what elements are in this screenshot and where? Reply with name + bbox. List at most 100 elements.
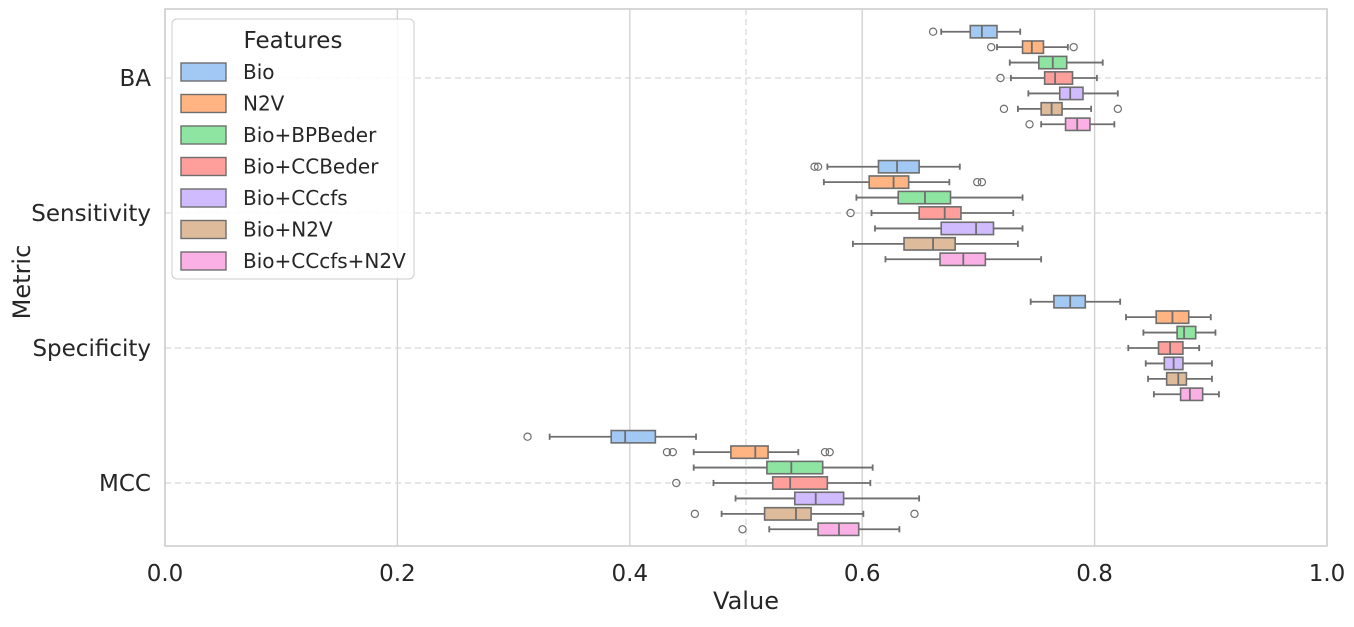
box-Bio-Sensitivity [810, 159, 961, 174]
outlier-point [738, 525, 747, 534]
legend-item: Bio+CCcfs+N2V [180, 249, 406, 273]
outlier-point [1025, 120, 1034, 129]
legend-label: Bio+CCcfs+N2V [243, 249, 406, 273]
box-body [877, 159, 920, 174]
outlier-point [928, 27, 938, 36]
legend: Features BioN2VBio+BPBederBio+CCBederBio… [171, 18, 415, 280]
box-N2V-Sensitivity [822, 175, 987, 190]
legend-swatch [180, 93, 227, 114]
outlier-point [820, 447, 830, 457]
legend-swatch [180, 62, 227, 82]
x-tick-label: 0.4 [612, 561, 649, 587]
box-N2V-BA [986, 40, 1078, 55]
box-Bio+CCcfs+N2V-Specificity [1152, 387, 1220, 402]
y-tick-label: Specificity [32, 336, 151, 362]
box-body [766, 460, 824, 475]
box-body [730, 445, 769, 460]
outlier-point [662, 447, 672, 457]
box-body [903, 236, 956, 251]
box-body [1021, 40, 1045, 55]
box-body [918, 206, 962, 220]
legend-swatch [180, 251, 227, 271]
box-Bio+BPBeder-MCC [692, 460, 874, 475]
outlier-point [523, 432, 532, 441]
legend-label: Bio+CCBeder [243, 155, 379, 179]
outlier-point [999, 104, 1009, 114]
box-Bio+CCBeder-Specificity [1127, 341, 1201, 355]
legend-item: Bio+CCBeder [180, 155, 379, 179]
legend-swatch [180, 156, 227, 177]
outlier-point [996, 73, 1005, 83]
legend-items: Bio N2V Bio+BPBeder Bio+CCBeder Bio+CCcfs Bio… [180, 60, 406, 273]
box-layer [523, 24, 1220, 537]
box-body [868, 175, 910, 190]
legend-swatch [180, 219, 227, 240]
box-Bio+BPBeder-Sensitivity [855, 190, 1024, 205]
box-Bio+CCcfs-BA [1027, 86, 1119, 101]
box-Bio+N2V-BA [999, 101, 1123, 116]
box-Bio+N2V-Specificity [1147, 371, 1213, 386]
outlier-point [1069, 42, 1078, 52]
outlier-point [846, 208, 855, 218]
legend-item: Bio+BPBeder [180, 123, 377, 147]
box-body [1043, 71, 1074, 85]
x-tick-label: 0.2 [379, 561, 416, 587]
legend-item: Bio+N2V [180, 218, 333, 242]
box-Bio+BPBeder-Specificity [1142, 325, 1217, 340]
legend-item: Bio [180, 60, 275, 84]
box-Bio+CCBeder-BA [996, 71, 1098, 85]
legend-item: N2V [180, 92, 285, 116]
legend-frame [171, 18, 415, 280]
outlier-point [973, 177, 982, 187]
legend-label: Bio+BPBeder [243, 123, 377, 147]
box-body [610, 429, 657, 444]
axis-layer: 0.0 0.2 0.4 0.6 0.8 1.0 BA Sensitivity Specifici… [31, 66, 1345, 587]
box-Bio-Specificity [1029, 294, 1122, 309]
legend-label: N2V [243, 92, 285, 116]
box-Bio+CCcfs-MCC [734, 491, 921, 506]
box-body [1176, 325, 1197, 340]
x-tick-label: 0.0 [147, 561, 184, 587]
box-body [969, 24, 998, 39]
legend-label: Bio+N2V [243, 218, 333, 242]
box-Bio+CCcfs+N2V-BA [1025, 117, 1116, 132]
box-Bio-MCC [523, 429, 697, 444]
y-tick-label: Sensitivity [31, 201, 151, 227]
box-Bio+CCBeder-MCC [672, 476, 872, 490]
outlier-point [813, 162, 823, 171]
outlier-point [910, 509, 919, 519]
legend-swatch [180, 125, 227, 145]
box-body [794, 491, 845, 506]
box-Bio+N2V-Sensitivity [852, 236, 1019, 251]
box-body [1179, 387, 1204, 402]
x-tick-label: 0.6 [844, 561, 881, 587]
x-tick-label: 0.8 [1076, 561, 1113, 587]
box-N2V-MCC [662, 445, 834, 460]
box-body [771, 476, 829, 490]
box-body [1165, 371, 1188, 386]
outlier-point [977, 177, 987, 187]
box-body [763, 506, 812, 521]
box-body [940, 221, 995, 236]
legend-swatch [180, 188, 227, 208]
box-Bio+CCcfs+N2V-MCC [738, 522, 901, 537]
box-Bio+CCcfs+N2V-Sensitivity [884, 252, 1043, 267]
legend-label: Bio+CCcfs [243, 186, 348, 210]
legend-title: Features [244, 28, 343, 54]
legend-item: Bio+CCcfs [180, 186, 348, 210]
box-body [1058, 86, 1084, 101]
legend-label: Bio [243, 60, 275, 84]
box-N2V-Specificity [1125, 310, 1212, 325]
box-Bio+CCcfs-Sensitivity [874, 221, 1024, 236]
box-Bio-BA [928, 24, 1022, 39]
outlier-point [672, 478, 681, 488]
x-tick-label: 1.0 [1309, 561, 1346, 587]
outlier-point [810, 162, 819, 171]
box-Bio+BPBeder-BA [1008, 55, 1104, 70]
box-Bio+N2V-MCC [690, 506, 919, 521]
y-tick-label: BA [119, 66, 151, 92]
box-Bio+CCBeder-Sensitivity [846, 206, 1015, 220]
outlier-point [690, 509, 700, 519]
